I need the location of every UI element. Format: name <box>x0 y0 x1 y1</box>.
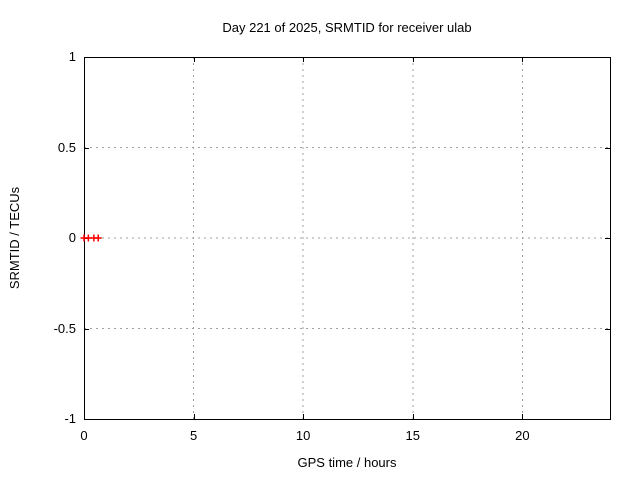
y-tick-label: 0.5 <box>57 139 76 155</box>
x-tick-label: 0 <box>80 428 88 443</box>
x-tick-label: 15 <box>405 428 420 443</box>
x-tick-label: 10 <box>295 428 311 443</box>
x-axis-label: GPS time / hours <box>297 455 397 470</box>
data-point-marker <box>94 234 102 242</box>
y-tick-label: -0.5 <box>53 320 76 336</box>
x-tick-label: 20 <box>515 428 530 443</box>
y-tick-label: 0 <box>68 230 76 245</box>
chart-title: Day 221 of 2025, SRMTID for receiver ula… <box>222 20 472 35</box>
y-tick-label: -1 <box>64 411 76 426</box>
y-tick-label: 1 <box>68 49 76 64</box>
data-series-points <box>80 234 102 242</box>
x-tick-label: 5 <box>189 428 198 443</box>
